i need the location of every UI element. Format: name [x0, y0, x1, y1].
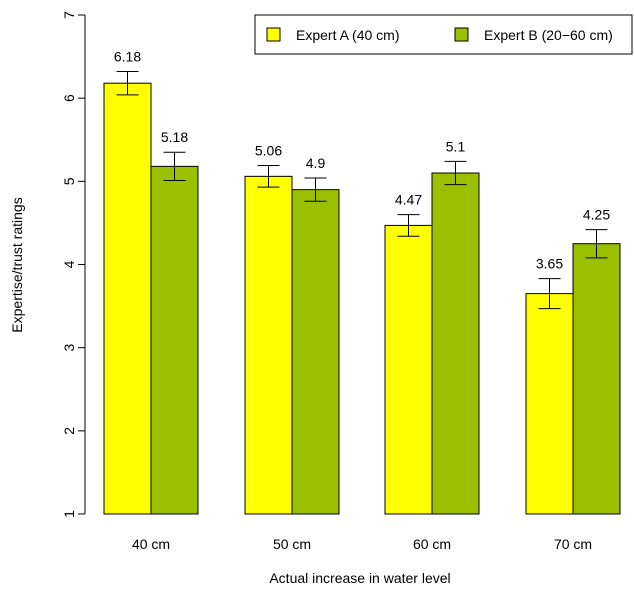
legend-swatch [454, 27, 469, 42]
bars [103, 82, 621, 515]
legend-label: Expert B (20−60 cm) [484, 27, 613, 43]
x-axis-title: Actual increase in water level [269, 570, 450, 586]
x-tick-label: 60 cm [413, 536, 451, 552]
x-axis-tick-labels: 40 cm 50 cm 60 cm 70 cm [132, 536, 592, 552]
bar-expert-a-2 [384, 224, 433, 515]
x-tick-label: 50 cm [273, 536, 311, 552]
bar-expert-b-2 [431, 172, 480, 515]
value-label: 4.47 [395, 192, 422, 208]
y-tick-label: 6 [61, 94, 77, 102]
value-label: 5.06 [255, 143, 282, 159]
y-tick-label: 7 [61, 11, 77, 19]
x-tick-label: 70 cm [554, 536, 592, 552]
value-labels: 6.18 5.06 4.47 3.65 5.18 4.9 5.1 4.25 [114, 49, 610, 272]
y-tick-label: 1 [61, 510, 77, 518]
bar-expert-b-1 [291, 189, 340, 515]
legend-swatch [266, 27, 281, 42]
legend-label: Expert A (40 cm) [296, 27, 399, 43]
y-axis: 1 2 3 4 5 6 7 [61, 11, 86, 518]
value-label: 3.65 [536, 256, 563, 272]
y-tick-label: 4 [61, 260, 77, 268]
value-label: 5.18 [161, 129, 188, 145]
bar-expert-b-3 [572, 243, 621, 515]
x-tick-label: 40 cm [132, 536, 170, 552]
bar-expert-b-0 [150, 165, 199, 515]
y-tick-label: 5 [61, 177, 77, 185]
legend-box [254, 14, 633, 55]
legend: Expert A (40 cm) Expert B (20−60 cm) [254, 14, 633, 55]
bar-expert-a-3 [525, 293, 574, 515]
bar-expert-a-1 [244, 175, 293, 515]
bar-expert-a-0 [103, 82, 152, 515]
y-axis-title: Expertise/trust ratings [9, 197, 25, 332]
value-label: 4.25 [583, 207, 610, 223]
value-label: 6.18 [114, 49, 141, 65]
value-label: 4.9 [306, 155, 326, 171]
y-tick-label: 2 [61, 427, 77, 435]
value-label: 5.1 [446, 138, 466, 154]
error-bars [116, 71, 608, 310]
y-tick-label: 3 [61, 344, 77, 352]
